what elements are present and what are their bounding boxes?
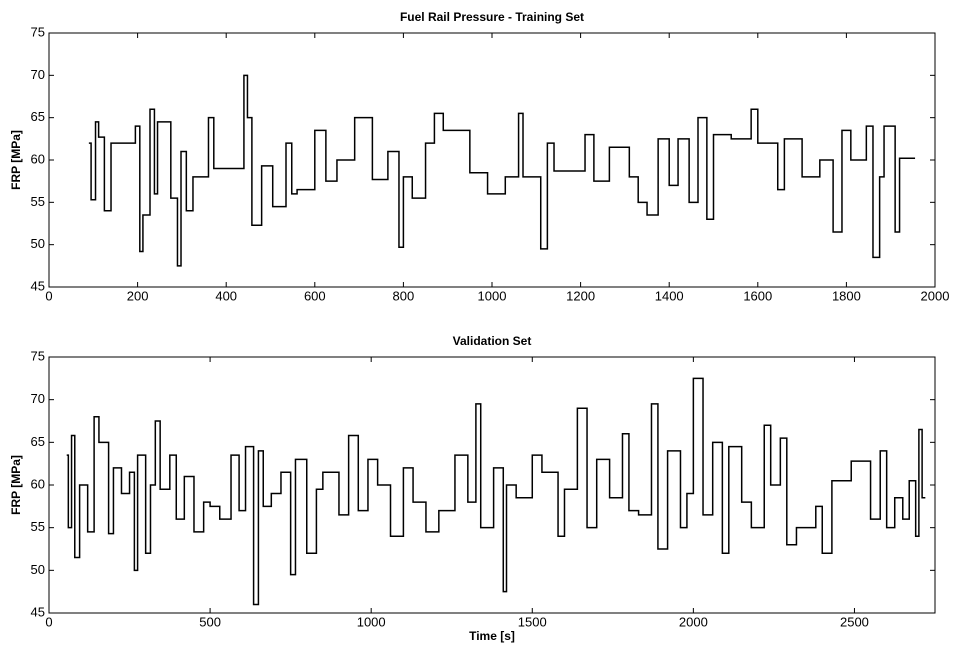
y-tick-label: 70	[31, 391, 45, 406]
x-tick-label: 1200	[566, 288, 595, 303]
data-line	[88, 74, 916, 267]
y-tick-label: 45	[31, 278, 45, 293]
chart-title: Fuel Rail Pressure - Training Set	[400, 10, 584, 24]
y-tick-label: 50	[31, 562, 45, 577]
plot-area	[48, 32, 936, 288]
x-tick-label: 2000	[921, 288, 950, 303]
x-tick-label: 400	[215, 288, 237, 303]
chart-title: Validation Set	[453, 334, 532, 348]
y-tick-label: 70	[31, 67, 45, 82]
x-tick-label: 0	[45, 288, 52, 303]
x-tick-label: 600	[304, 288, 326, 303]
y-tick-label: 60	[31, 151, 45, 166]
x-tick-label: 800	[393, 288, 415, 303]
y-axis-label: FRP [MPa]	[9, 130, 23, 190]
y-tick-label: 75	[31, 24, 45, 39]
x-tick-label: 1500	[518, 614, 547, 629]
y-tick-label: 65	[31, 109, 45, 124]
x-tick-label: 1000	[357, 614, 386, 629]
y-tick-label: 55	[31, 519, 45, 534]
x-tick-label: 1000	[478, 288, 507, 303]
x-tick-label: 500	[199, 614, 221, 629]
x-tick-label: 2500	[840, 614, 869, 629]
y-tick-label: 45	[31, 604, 45, 619]
plot-area	[48, 356, 936, 614]
x-tick-label: 0	[45, 614, 52, 629]
x-tick-label: 200	[127, 288, 149, 303]
y-tick-label: 75	[31, 348, 45, 363]
x-tick-label: 1600	[743, 288, 772, 303]
y-axis-label: FRP [MPa]	[9, 455, 23, 515]
y-tick-label: 55	[31, 194, 45, 209]
x-tick-label: 1400	[655, 288, 684, 303]
y-tick-label: 65	[31, 434, 45, 449]
x-tick-label: 2000	[679, 614, 708, 629]
x-tick-label: 1800	[832, 288, 861, 303]
y-tick-label: 60	[31, 476, 45, 491]
x-axis-label: Time [s]	[469, 629, 515, 643]
data-line	[66, 377, 926, 606]
y-tick-label: 50	[31, 236, 45, 251]
